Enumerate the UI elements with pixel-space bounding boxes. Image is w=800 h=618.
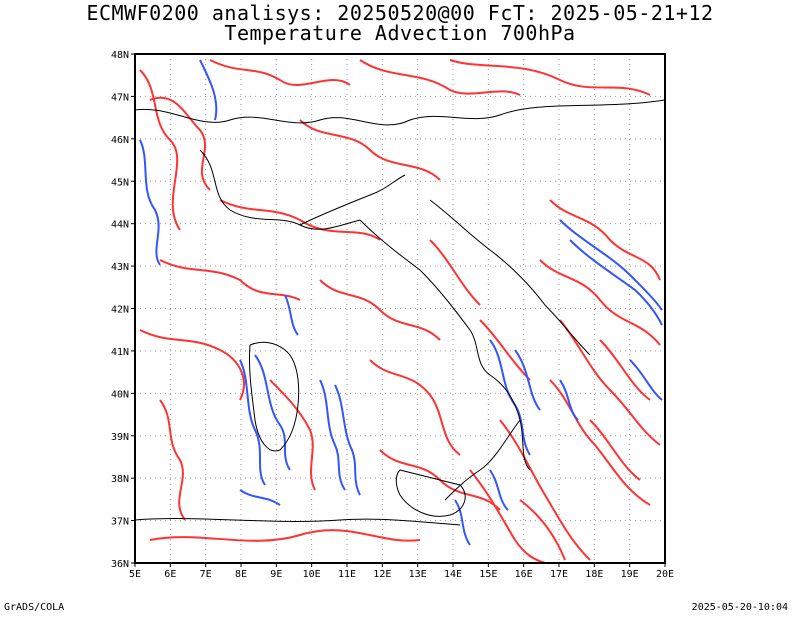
latitude-tick-label: 41N: [111, 347, 129, 358]
latitude-tick-label: 43N: [111, 262, 129, 273]
latitude-tick-label: 38N: [111, 474, 129, 485]
longitude-tick-label: 11E: [338, 569, 356, 580]
longitude-tick-label: 7E: [200, 569, 212, 580]
coastlines-borders: [135, 99, 665, 526]
longitude-tick-label: 6E: [164, 569, 176, 580]
latitude-tick-label: 47N: [111, 92, 129, 103]
longitude-tick-label: 20E: [656, 569, 674, 580]
latitude-tick-label: 42N: [111, 305, 129, 316]
longitude-tick-label: 5E: [129, 569, 141, 580]
chart-subtitle: Temperature Advection 700hPa: [224, 21, 576, 45]
chart-title: ECMWF0200 analisys: 20250520@00 FcT: 202…: [86, 1, 714, 25]
latitude-tick-label: 36N: [111, 559, 129, 570]
warm-advection-contours: [139, 59, 661, 563]
lat-lon-grid: [135, 54, 665, 563]
longitude-tick-labels: 5E 6E 7E 8E 9E 10E 11E 12E 13E 14E 15E 16E 17E 18E 19E…: [129, 563, 674, 580]
software-credit: GrADS/COLA: [4, 602, 65, 613]
latitude-tick-labels: 36N 37N 38N 39N 40N 41N 42N 43N 44N 45N 46N 47N 48N: [111, 50, 135, 570]
longitude-tick-label: 19E: [621, 569, 639, 580]
longitude-tick-label: 9E: [270, 569, 282, 580]
longitude-tick-label: 12E: [373, 569, 391, 580]
latitude-tick-label: 37N: [111, 517, 129, 528]
cold-advection-contours: [139, 59, 663, 546]
longitude-tick-label: 13E: [409, 569, 427, 580]
latitude-tick-label: 44N: [111, 220, 129, 231]
longitude-tick-label: 16E: [515, 569, 533, 580]
longitude-tick-label: 17E: [550, 569, 568, 580]
longitude-tick-label: 18E: [585, 569, 603, 580]
generation-timestamp: 2025-05-20-10:04: [691, 602, 788, 613]
longitude-tick-label: 8E: [235, 569, 247, 580]
latitude-tick-label: 39N: [111, 432, 129, 443]
latitude-tick-label: 46N: [111, 135, 129, 146]
latitude-tick-label: 45N: [111, 177, 129, 188]
latitude-tick-label: 48N: [111, 50, 129, 61]
longitude-tick-label: 10E: [303, 569, 321, 580]
longitude-tick-label: 15E: [479, 569, 497, 580]
longitude-tick-label: 14E: [444, 569, 462, 580]
latitude-tick-label: 40N: [111, 389, 129, 400]
